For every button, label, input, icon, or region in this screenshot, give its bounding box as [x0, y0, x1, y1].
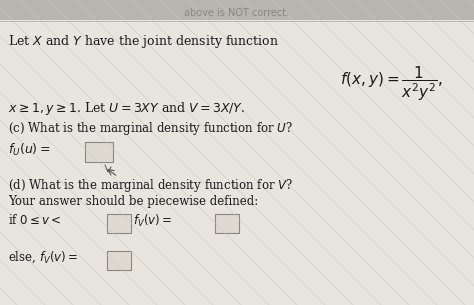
Text: (c) What is the marginal density function for $U$?: (c) What is the marginal density functio… — [8, 120, 293, 137]
FancyBboxPatch shape — [107, 251, 131, 270]
Text: $f_U(u) = $: $f_U(u) = $ — [8, 142, 51, 158]
Text: (d) What is the marginal density function for $V$?: (d) What is the marginal density functio… — [8, 177, 293, 194]
Bar — [0, 0, 474, 20]
Text: else, $f_V(v) = $: else, $f_V(v) = $ — [8, 250, 78, 265]
Text: $f_V(v) = $: $f_V(v) = $ — [133, 213, 172, 229]
FancyBboxPatch shape — [85, 142, 113, 162]
Text: Let $X$ and $Y$ have the joint density function: Let $X$ and $Y$ have the joint density f… — [8, 33, 279, 50]
Text: Your answer should be piecewise defined:: Your answer should be piecewise defined: — [8, 195, 258, 208]
Text: $f(x, y) = \dfrac{1}{x^2y^2},$: $f(x, y) = \dfrac{1}{x^2y^2},$ — [340, 65, 443, 103]
Text: $x \geq 1, y \geq 1$. Let $U = 3XY$ and $V = 3X/Y$.: $x \geq 1, y \geq 1$. Let $U = 3XY$ and … — [8, 100, 246, 117]
FancyBboxPatch shape — [215, 214, 239, 233]
FancyBboxPatch shape — [107, 214, 131, 233]
Text: above is NOT correct.: above is NOT correct. — [184, 8, 290, 18]
Text: if $0 \leq v < $: if $0 \leq v < $ — [8, 213, 62, 227]
